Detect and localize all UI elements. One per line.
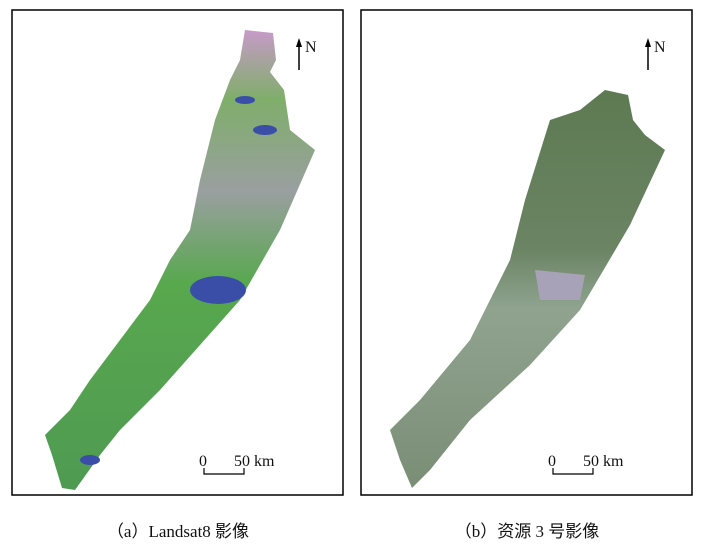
caption: （a）Landsat8 影像 (107, 522, 249, 541)
scale-start: 0 (199, 453, 207, 470)
north-label: N (654, 39, 666, 56)
lake (190, 276, 246, 304)
scale-start: 0 (548, 453, 556, 470)
lake (80, 455, 100, 465)
north-arrow-head (645, 38, 651, 47)
lake-area (535, 270, 585, 300)
north-arrow-head (296, 38, 302, 47)
caption: （b）资源 3 号影像 (455, 522, 600, 541)
scale-end: 50 km (583, 453, 624, 470)
scale-bar (552, 468, 594, 475)
north-label: N (305, 39, 317, 56)
lake (235, 96, 255, 104)
landsat-image (45, 30, 315, 490)
scale-end: 50 km (234, 453, 275, 470)
scale-bar (203, 468, 245, 475)
zy3-image (390, 90, 665, 488)
lake (253, 125, 277, 135)
